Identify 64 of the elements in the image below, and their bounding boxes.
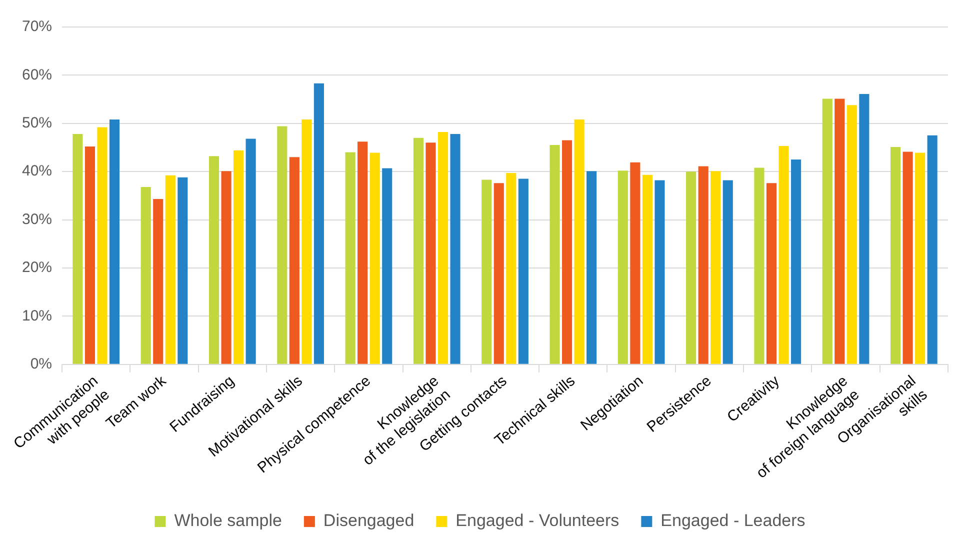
bar <box>165 175 176 364</box>
bar <box>778 146 789 364</box>
bar <box>426 142 436 364</box>
bar <box>208 156 220 364</box>
bar <box>586 171 597 364</box>
bar <box>221 171 232 364</box>
y-tick-label: 70% <box>22 18 52 36</box>
y-tick-label: 60% <box>22 66 52 84</box>
bar <box>859 94 870 364</box>
bar <box>822 98 832 364</box>
bar <box>109 120 120 364</box>
bar <box>358 142 368 364</box>
legend-label: Whole sample <box>174 511 282 530</box>
bar <box>494 183 504 364</box>
bar <box>722 180 733 364</box>
bar <box>550 145 560 364</box>
bar <box>153 199 164 364</box>
bar <box>618 170 628 364</box>
bar <box>698 166 708 364</box>
y-tick-label: 30% <box>22 210 52 228</box>
bar <box>574 120 584 364</box>
bar <box>642 174 652 364</box>
bar <box>438 132 448 364</box>
bar <box>834 98 845 364</box>
bar <box>846 105 857 364</box>
bar <box>178 177 188 364</box>
legend-label: Engaged - Volunteers <box>456 511 620 530</box>
bar <box>370 152 380 364</box>
bar <box>314 83 324 364</box>
bar <box>790 160 802 364</box>
y-tick-label: 10% <box>22 307 52 324</box>
bar <box>277 126 288 364</box>
bar <box>289 157 300 364</box>
bar <box>140 186 151 364</box>
legend-label: Disengaged <box>323 511 414 530</box>
legend-label: Engaged - Leaders <box>660 511 806 530</box>
bar <box>413 138 424 364</box>
bar <box>562 140 572 364</box>
bar <box>766 183 777 364</box>
y-tick-label: 50% <box>22 114 52 132</box>
bar <box>630 162 640 364</box>
bar <box>927 135 938 364</box>
bar <box>84 146 95 364</box>
bar <box>710 171 721 364</box>
bar <box>72 134 83 364</box>
bar <box>382 168 392 364</box>
bar <box>902 152 913 364</box>
bar <box>97 127 108 364</box>
y-tick-label: 20% <box>22 259 52 276</box>
bar <box>654 180 665 364</box>
bar <box>686 172 696 364</box>
bar <box>915 152 926 364</box>
bar <box>482 180 492 364</box>
bar <box>345 152 356 364</box>
bar <box>506 173 516 364</box>
bar <box>450 134 460 364</box>
y-tick-label: 0% <box>30 355 52 372</box>
bar <box>890 146 901 364</box>
bar <box>754 168 764 364</box>
bar <box>518 178 528 364</box>
bar <box>302 120 312 364</box>
bar <box>246 138 256 364</box>
y-tick-label: 40% <box>22 162 52 180</box>
bar <box>234 150 244 364</box>
